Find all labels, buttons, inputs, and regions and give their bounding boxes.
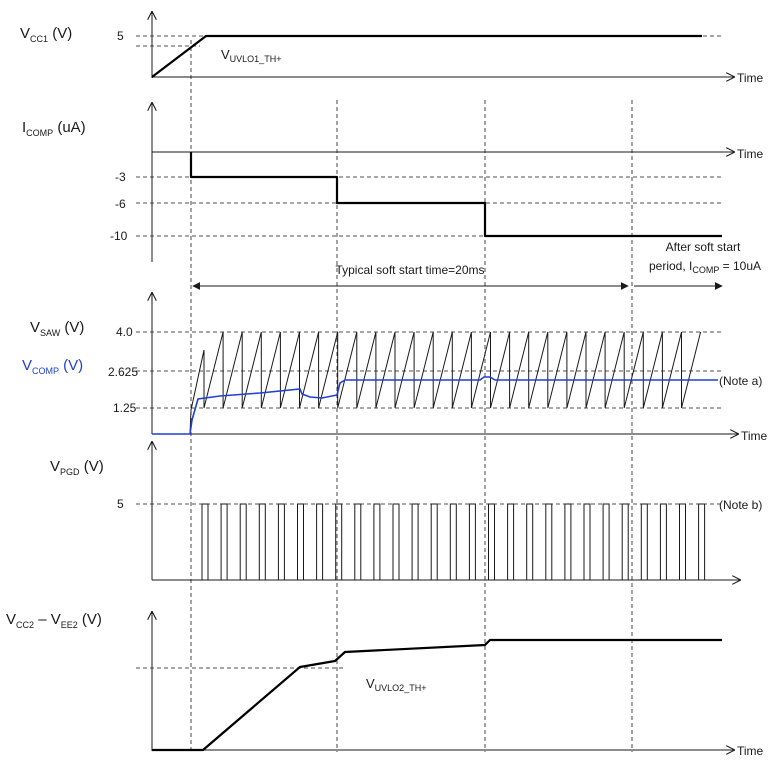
icomp-tick-3: -3 (115, 170, 126, 184)
vcc1-time-label: Time (737, 71, 764, 85)
after-soft-start-line1: After soft start (666, 240, 741, 254)
after-soft-start-line2: period, ICOMP = 10uA (649, 259, 761, 275)
vsaw-axis-title: VSAW (V) (30, 319, 84, 338)
soft-start-annotations: Typical soft start time=20ms After soft … (192, 240, 761, 290)
vcc2-time-label: Time (737, 744, 764, 758)
icomp-tick-6: -6 (115, 197, 126, 211)
vcc1-axis-title: VCC1 (V) (20, 25, 72, 44)
vsaw-note-a: (Note a) (719, 374, 762, 388)
vcc1-trace (151, 34, 702, 78)
icomp-axis-title: ICOMP (uA) (22, 119, 86, 138)
vcc1-tick-5: 5 (117, 29, 124, 43)
uvlo1-threshold-label: VUVLO1_TH+ (221, 47, 281, 64)
panel-icomp: ICOMP (uA) Time -3 -6 -10 (22, 103, 764, 262)
icomp-tick-10: -10 (110, 229, 128, 243)
vpgd-note-b: (Note b) (719, 498, 762, 512)
vsaw-tick-4: 4.0 (116, 325, 133, 339)
vsaw-sawtooth-trace (152, 331, 702, 435)
vpgd-tick-5: 5 (117, 497, 124, 511)
vcomp-axis-title: VCOMP (V) (22, 357, 83, 376)
vsaw-tick-125: 1.25 (113, 401, 137, 415)
icomp-time-label: Time (737, 147, 764, 161)
vcc2-axis-title: VCC2 – VEE2 (V) (6, 611, 102, 630)
vsaw-time-label: Time (741, 429, 768, 443)
vcc2-trace (152, 638, 722, 752)
vsaw-tick-2625: 2.625 (108, 365, 138, 379)
timing-guides (190, 40, 633, 752)
panel-vpgd: VPGD (V) 5 (Note b) (50, 442, 762, 580)
panel-vcc1: VCC1 (V) Time 5 VUVLO1_TH+ (20, 12, 764, 85)
panel-vcc2: VCC2 – VEE2 (V) Time VUVLO2_TH+ (6, 611, 764, 758)
vpgd-axis-title: VPGD (V) (50, 458, 104, 477)
uvlo2-threshold-label: VUVLO2_TH+ (366, 676, 426, 693)
vpgd-pulse-trace (152, 503, 714, 581)
soft-start-label: Typical soft start time=20ms (335, 263, 484, 277)
vcomp-trace (152, 376, 718, 435)
panel-vsaw: VSAW (V) VCOMP (V) Time 4.0 2.625 1.25 (… (22, 293, 768, 443)
icomp-trace (189, 152, 722, 238)
